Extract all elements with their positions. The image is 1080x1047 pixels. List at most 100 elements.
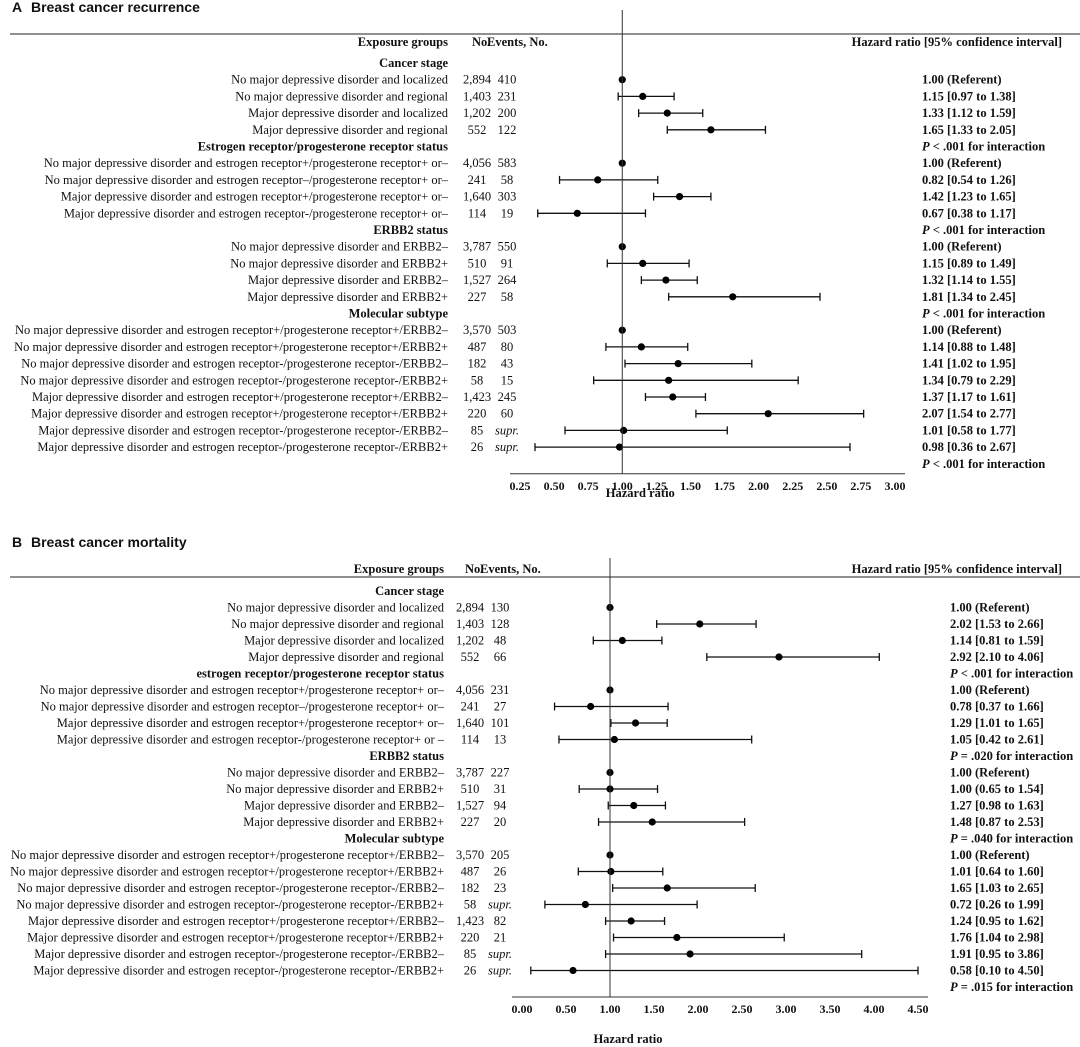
x-tick-label: 0.75 [578, 479, 599, 493]
section-heading: Cancer stage [379, 56, 448, 70]
table-row: No major depressive disorder and estroge… [40, 683, 1030, 697]
hazard-ratio-ci: 1.00 (Referent) [950, 766, 1030, 780]
count-events: 91 [501, 256, 514, 270]
hazard-ratio-ci: 2.92 [2.10 to 4.06] [950, 650, 1044, 664]
table-row: Major depressive disorder and localized 1… [244, 634, 1044, 648]
header-hazard-ratio: Hazard ratio [95% confidence interval] [852, 35, 1062, 49]
hazard-ratio-point [630, 801, 638, 810]
count-no: 1,403 [463, 89, 491, 103]
section-heading: Estrogen receptor/progesterone receptor … [198, 140, 448, 154]
exposure-group-label: No major depressive disorder and estroge… [41, 700, 445, 714]
hazard-ratio-ci: 1.24 [0.95 to 1.62] [950, 914, 1044, 928]
hazard-ratio-point [669, 393, 677, 401]
section-heading: ERBB2 status [373, 223, 448, 237]
table-row: No major depressive disorder and ERBB2– 3… [227, 766, 1030, 780]
exposure-group-label: No major depressive disorder and estroge… [11, 848, 445, 862]
x-axis-title: Hazard ratio [606, 486, 675, 500]
hazard-ratio-ci: 1.00 (Referent) [922, 73, 1002, 87]
hazard-ratio-ci: 2.02 [1.53 to 2.66] [950, 617, 1044, 631]
count-events: 410 [498, 73, 517, 87]
count-no: 1,527 [463, 273, 491, 287]
count-no: 510 [468, 256, 487, 270]
x-tick-label: 0.50 [556, 1002, 577, 1016]
hazard-ratio-ci: 1.32 [1.14 to 1.55] [922, 273, 1016, 287]
table-row: No major depressive disorder and regiona… [231, 617, 1044, 631]
header-no: No. [472, 35, 490, 49]
exposure-group-label: No major depressive disorder and estroge… [17, 881, 445, 895]
hazard-ratio-ci: 1.91 [0.95 to 3.86] [950, 947, 1044, 961]
table-row: Major depressive disorder and estrogen r… [28, 914, 1044, 928]
count-events: 27 [494, 700, 507, 714]
count-no: 85 [464, 947, 477, 961]
table-row: Major depressive disorder and estrogen r… [33, 964, 1043, 978]
exposure-group-label: No major depressive disorder and localiz… [231, 73, 449, 87]
count-events: 122 [498, 123, 517, 137]
table-row: No major depressive disorder and estroge… [20, 373, 1015, 387]
exposure-group-label: Major depressive disorder and regional [248, 650, 444, 664]
hazard-ratio-ci: 1.29 [1.01 to 1.65] [950, 716, 1044, 730]
count-no: 227 [468, 290, 487, 304]
hazard-ratio-ci: 1.00 (Referent) [950, 848, 1030, 862]
hazard-ratio-point [610, 735, 619, 744]
table-row: Major depressive disorder and regional 55… [252, 123, 1016, 137]
hazard-ratio-point [775, 653, 783, 661]
hazard-ratio-ci: 1.05 [0.42 to 2.61] [950, 733, 1044, 747]
hazard-ratio-ci: 1.00 (Referent) [950, 683, 1030, 697]
pnote-row: P < .001 for interaction [922, 457, 1045, 471]
interaction-p-value: P < .001 for interaction [950, 667, 1073, 681]
hazard-ratio-point [707, 126, 715, 134]
hazard-ratio-point [594, 176, 602, 184]
count-no: 58 [471, 373, 484, 387]
exposure-group-label: Major depressive disorder and estrogen r… [33, 964, 444, 978]
table-row: Major depressive disorder and estrogen r… [27, 931, 1044, 945]
count-no: 487 [461, 865, 480, 879]
table-row: Major depressive disorder and estrogen r… [61, 190, 1016, 204]
x-tick-label: 2.25 [782, 479, 803, 493]
hazard-ratio-ci: 1.41 [1.02 to 1.95] [922, 357, 1016, 371]
hazard-ratio-point [663, 884, 671, 892]
count-events: 48 [494, 634, 507, 648]
count-events: 58 [501, 173, 514, 187]
hazard-ratio-ci: 1.14 [0.88 to 1.48] [922, 340, 1016, 354]
count-events: 227 [491, 766, 510, 780]
count-events: 245 [498, 390, 517, 404]
x-tick-label: 4.00 [864, 1002, 885, 1016]
section-heading: Molecular subtype [349, 307, 449, 321]
panel-b: B Breast cancer mortality Exposure groups N… [10, 534, 1080, 1046]
count-no: 26 [464, 964, 477, 978]
x-tick-label: 1.75 [714, 479, 735, 493]
pnote-row: P = .015 for interaction [950, 980, 1073, 994]
count-events: 231 [491, 683, 510, 697]
exposure-group-label: Major depressive disorder and ERBB2– [248, 273, 449, 287]
count-events: 66 [494, 650, 507, 664]
count-no: 85 [471, 423, 484, 437]
count-events: 13 [494, 733, 507, 747]
section-heading: estrogen receptor/progesterone receptor … [196, 667, 444, 681]
hazard-ratio-ci: 0.82 [0.54 to 1.26] [922, 173, 1016, 187]
table-row: Major depressive disorder and estrogen r… [31, 407, 1016, 421]
exposure-group-label: No major depressive disorder and ERBB2+ [230, 256, 448, 270]
count-no: 1,423 [463, 390, 491, 404]
exposure-group-label: Major depressive disorder and estrogen r… [37, 440, 448, 454]
count-events: 20 [494, 815, 507, 829]
count-no: 4,056 [463, 156, 491, 170]
section-row: estrogen receptor/progesterone receptor … [196, 667, 1073, 681]
count-events: 43 [501, 357, 514, 371]
hazard-ratio-ci: 1.81 [1.34 to 2.45] [922, 290, 1016, 304]
table-row: No major depressive disorder and estroge… [15, 323, 1002, 337]
exposure-group-label: No major depressive disorder and estroge… [16, 898, 444, 912]
count-no: 1,640 [456, 716, 484, 730]
hazard-ratio-point [581, 900, 589, 909]
table-row: Major depressive disorder and ERBB2+ 227 5… [247, 290, 1016, 304]
section-row: Cancer stage [379, 56, 448, 70]
count-events: 58 [501, 290, 514, 304]
exposure-group-label: Major depressive disorder and estrogen r… [34, 947, 445, 961]
interaction-p-value: P = .040 for interaction [950, 832, 1073, 846]
count-events: supr. [488, 964, 512, 978]
exposure-group-label: No major depressive disorder and estroge… [15, 323, 449, 337]
table-row: No major depressive disorder and estroge… [16, 898, 1043, 912]
hazard-ratio-point [587, 702, 595, 711]
hazard-ratio-point [615, 443, 624, 451]
section-heading: Molecular subtype [345, 832, 445, 846]
hazard-ratio-point [662, 276, 670, 284]
